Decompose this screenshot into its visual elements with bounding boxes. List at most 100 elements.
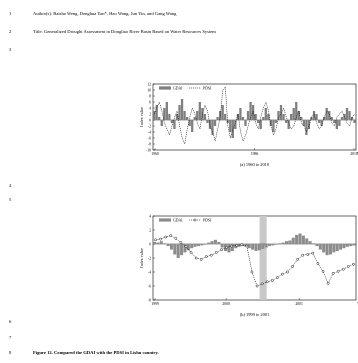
y-axis-label: Index value xyxy=(139,107,144,127)
gdai-bar xyxy=(345,108,349,120)
x-tick-label: 1960 xyxy=(151,152,159,156)
gdai-bar xyxy=(317,120,321,123)
gdai-bar xyxy=(196,111,199,120)
author-line: Author(s): Baisha Weng, Denghua Yan*, Ha… xyxy=(33,11,177,16)
gdai-bar xyxy=(247,244,251,249)
y-tick-label: -6 xyxy=(148,284,151,288)
gdai-bar xyxy=(224,244,228,251)
pdsi-point xyxy=(199,258,203,261)
gdai-bar xyxy=(305,238,309,244)
gdai-bar xyxy=(277,111,280,120)
gdai-bar xyxy=(264,244,268,248)
gdai-bar xyxy=(257,244,261,251)
y-tick-label: -8 xyxy=(148,298,151,302)
line-number: 4 xyxy=(9,183,12,188)
gdai-bar xyxy=(173,120,176,129)
gdai-bar xyxy=(330,117,333,120)
pdsi-line xyxy=(155,235,354,287)
legend-label-gdai: GDAI xyxy=(173,86,183,90)
line-number: 6 xyxy=(9,319,12,324)
pdsi-point xyxy=(210,253,213,257)
pdsi-point xyxy=(225,246,228,249)
y-tick-label: 4 xyxy=(149,106,151,110)
gdai-bar xyxy=(281,242,285,244)
pdsi-point xyxy=(286,270,289,274)
pdsi-point xyxy=(306,253,310,256)
gdai-bar xyxy=(328,111,331,120)
gdai-bar xyxy=(153,241,157,244)
gdai-bar xyxy=(153,111,156,120)
pdsi-point xyxy=(164,235,168,239)
chart-caption: (a) 1960 to 2010 xyxy=(240,162,270,167)
gdai-bar xyxy=(163,108,166,120)
gdai-bar xyxy=(262,117,265,120)
gdai-bar xyxy=(180,244,184,256)
gdai-bar xyxy=(239,108,242,120)
gdai-bar xyxy=(307,120,311,129)
gdai-bar xyxy=(168,114,171,120)
gdai-bar xyxy=(338,120,341,126)
gdai-bar xyxy=(217,241,221,244)
gdai-bar xyxy=(295,102,298,120)
gdai-bar xyxy=(288,240,292,244)
gdai-bar xyxy=(315,244,319,247)
gdai-bar xyxy=(301,235,305,244)
y-axis-label: Index value xyxy=(139,248,144,268)
gdai-bar xyxy=(178,105,181,120)
pdsi-point xyxy=(204,255,208,258)
pdsi-point xyxy=(291,265,294,268)
pdsi-point xyxy=(341,267,345,271)
gdai-bar xyxy=(249,102,252,120)
pdsi-point xyxy=(296,258,299,261)
gdai-bar xyxy=(310,117,313,120)
line-number: 8 xyxy=(9,350,12,355)
pdsi-point xyxy=(281,272,284,276)
gdai-bar xyxy=(268,244,272,247)
gdai-bar xyxy=(207,242,211,244)
pdsi-point xyxy=(255,284,259,288)
gdai-bar xyxy=(254,114,257,120)
x-tick-label: 2001 xyxy=(295,302,303,306)
gdai-bar xyxy=(237,244,241,247)
plot-frame xyxy=(152,215,357,301)
gdai-bar xyxy=(332,244,336,253)
gdai-bar xyxy=(165,102,168,120)
gdai-bar xyxy=(166,244,170,247)
x-tick-label: 1999 xyxy=(151,302,159,306)
gdai-bar xyxy=(345,244,349,247)
x-tick-label: 2010 xyxy=(350,152,358,156)
pdsi-point xyxy=(220,248,223,251)
gdai-bar xyxy=(188,120,191,126)
pdsi-point xyxy=(194,256,198,260)
gdai-bar xyxy=(220,244,224,248)
gdai-bar xyxy=(320,120,323,126)
gdai-bar xyxy=(292,108,295,120)
y-tick-label: -2 xyxy=(148,256,151,260)
gdai-bar xyxy=(272,120,275,132)
gdai-bar xyxy=(155,105,158,120)
gdai-bar xyxy=(282,114,285,120)
pdsi-point xyxy=(189,251,193,254)
pdsi-point xyxy=(265,280,269,284)
pdsi-point xyxy=(240,243,244,247)
y-tick-label: 4 xyxy=(149,214,151,218)
gdai-bar xyxy=(224,114,227,120)
pdsi-point xyxy=(245,244,249,248)
line-number: 3 xyxy=(9,47,12,52)
gdai-bar xyxy=(186,244,190,251)
gdai-bar xyxy=(191,120,194,132)
plot-frame xyxy=(152,83,357,151)
gdai-bar xyxy=(340,117,344,120)
gdai-bar xyxy=(173,244,177,255)
gdai-bar xyxy=(231,120,234,138)
gdai-bar xyxy=(257,120,260,123)
gdai-bar xyxy=(352,244,356,246)
x-tick-label: 2000 xyxy=(222,302,230,306)
gdai-bar xyxy=(180,99,184,120)
gdai-bar xyxy=(335,244,339,251)
gdai-bar xyxy=(206,120,209,123)
gdai-bar xyxy=(308,241,312,244)
line-number: 1 xyxy=(9,11,12,16)
gdai-bar xyxy=(312,243,316,244)
